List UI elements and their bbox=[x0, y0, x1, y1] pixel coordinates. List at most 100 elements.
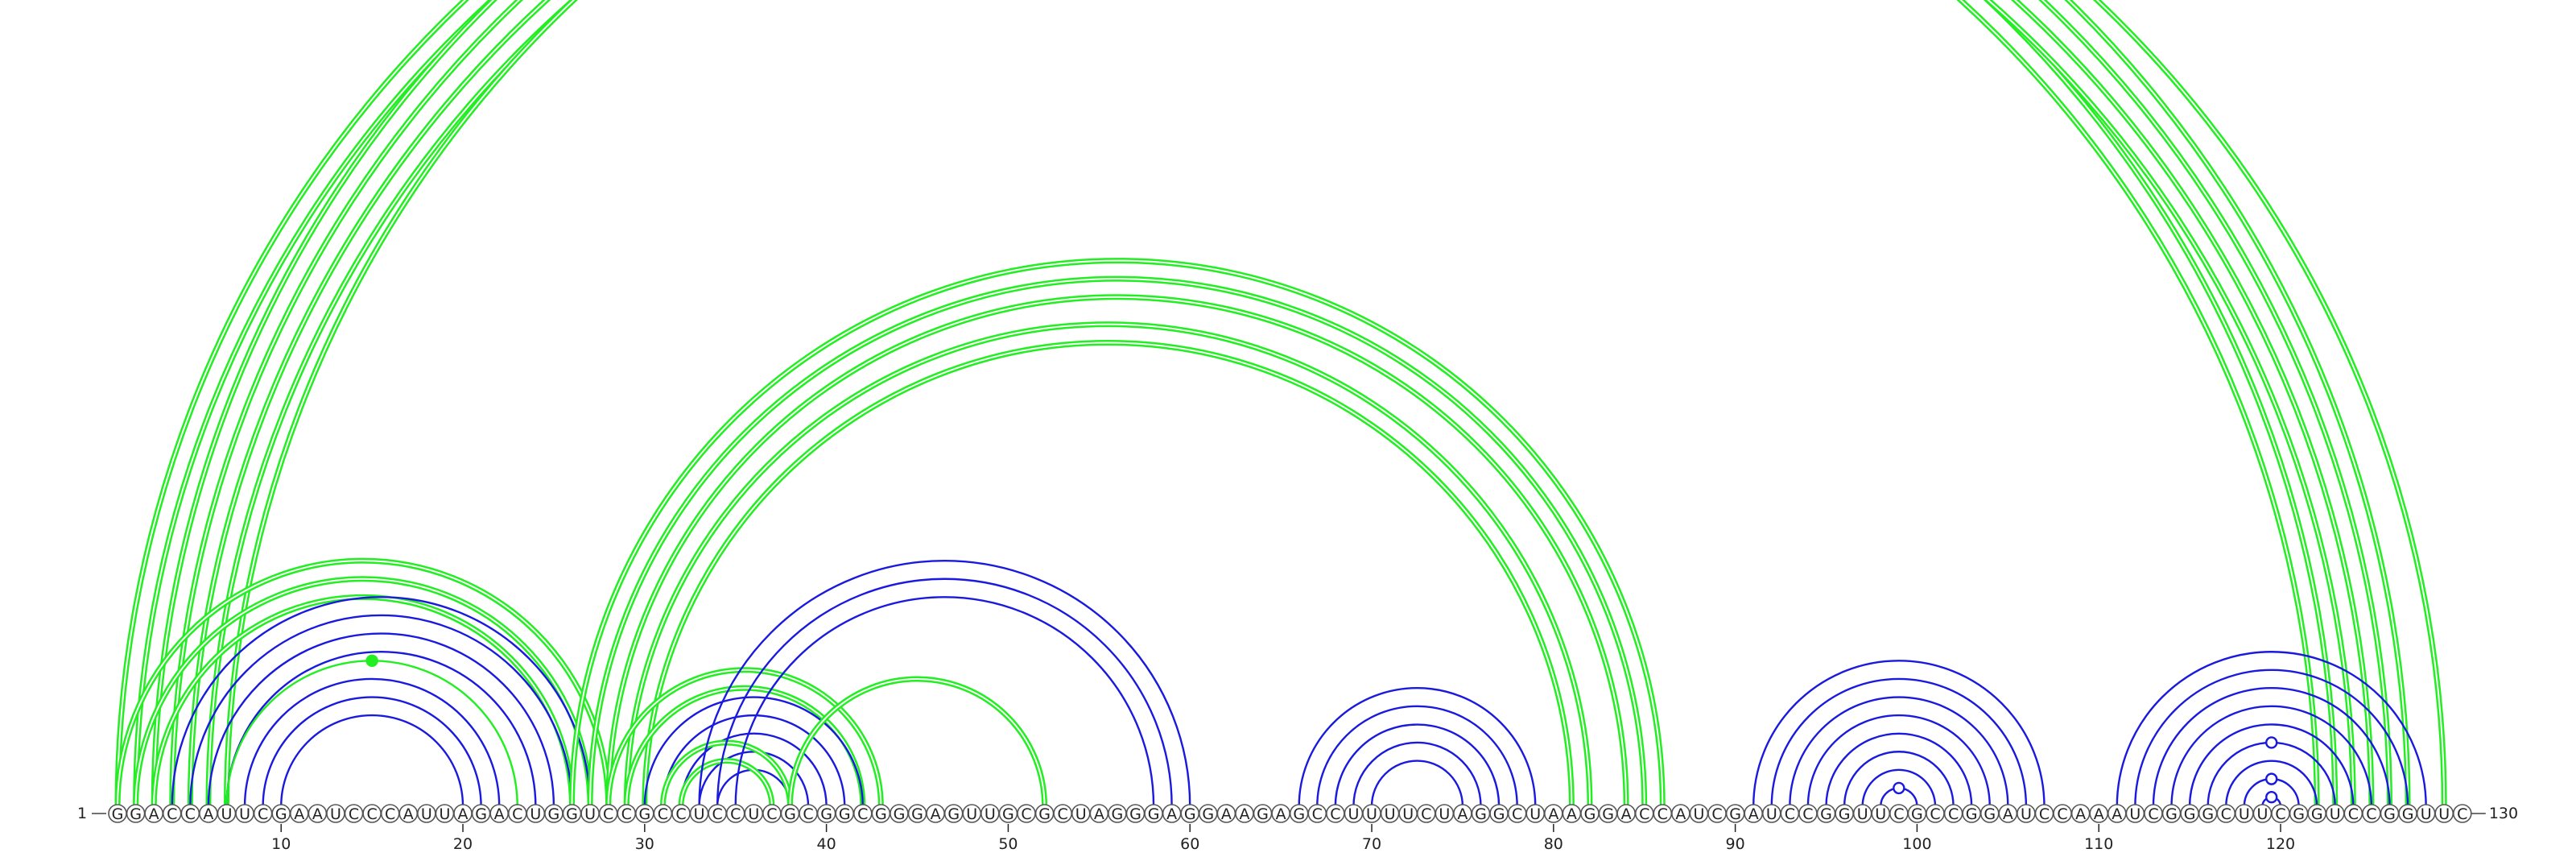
nucleotide-104: G bbox=[1979, 804, 2000, 823]
base-pair-arc-gap-29-42 bbox=[625, 687, 864, 807]
nucleotide-89: C bbox=[1707, 804, 1727, 823]
nucleotide-60: G bbox=[1180, 804, 1200, 823]
base-pair-arc-2-27 bbox=[133, 576, 593, 807]
nucleotide-letter-123: U bbox=[2330, 805, 2341, 823]
nucleotide-108: C bbox=[2053, 804, 2072, 823]
nucleotide-letter-99: C bbox=[1893, 805, 1904, 823]
nucleotide-97: U bbox=[1852, 804, 1872, 823]
nucleotide-130: C bbox=[2453, 804, 2472, 823]
nucleotide-letter-8: U bbox=[239, 805, 250, 823]
ticks-layer: 10 20 30 40 50 60 70 80 90 100 110 120 bbox=[271, 824, 2295, 853]
nucleotide-107: C bbox=[2034, 804, 2054, 823]
nucleotide-35: C bbox=[725, 804, 745, 823]
nucleotide-letter-20: A bbox=[458, 805, 469, 823]
base-pair-arc-gap-6-124 bbox=[207, 0, 2355, 807]
arc-marker-119-120 bbox=[2265, 791, 2278, 804]
nucleotide-letter-89: C bbox=[1711, 805, 1722, 823]
nucleotide-letter-24: U bbox=[530, 805, 541, 823]
nucleotide-78: C bbox=[1507, 804, 1527, 823]
nucleotide-94: C bbox=[1798, 804, 1818, 823]
nucleotide-106: U bbox=[2017, 804, 2036, 823]
nucleotide-letter-108: C bbox=[2057, 805, 2067, 823]
nucleotide-letter-60: G bbox=[1184, 805, 1196, 823]
backbone-layer: 1 130 bbox=[77, 805, 2518, 822]
base-pair-arc-gap-32-37 bbox=[679, 760, 773, 807]
base-pair-arc-gap-4-126 bbox=[171, 0, 2391, 807]
nucleotide-letter-45: G bbox=[911, 805, 923, 823]
nucleotide-letter-1: G bbox=[112, 805, 124, 823]
nucleotide-letter-55: A bbox=[1094, 805, 1104, 823]
nucleotide-11: A bbox=[289, 804, 309, 823]
nucleotide-letter-97: U bbox=[1857, 805, 1868, 823]
nucleotide-102: C bbox=[1943, 804, 1963, 823]
base-pair-arc-gap-3-26 bbox=[153, 596, 573, 807]
nucleotide-45: G bbox=[907, 804, 927, 823]
nucleotide-letter-83: G bbox=[1602, 805, 1614, 823]
base-pair-arc-92-106 bbox=[1770, 677, 2028, 807]
nucleotide-letter-127: G bbox=[2402, 805, 2414, 823]
base-pair-arc-1-123 bbox=[114, 0, 2339, 807]
nucleotide-18: U bbox=[417, 804, 436, 823]
nucleotide-23: C bbox=[507, 804, 527, 823]
nucleotide-letter-94: C bbox=[1802, 805, 1813, 823]
base-pair-arc-gap-3-127 bbox=[153, 0, 2409, 807]
nucleotide-98: U bbox=[1871, 804, 1891, 823]
nucleotide-letter-112: U bbox=[2129, 805, 2140, 823]
nucleotide-43: G bbox=[871, 804, 891, 823]
nucleotide-38: G bbox=[780, 804, 800, 823]
nucleotide-2: G bbox=[126, 804, 146, 823]
arc-marker-118-121 bbox=[2265, 772, 2278, 785]
markers-layer bbox=[365, 654, 2278, 804]
base-pair-arc-8-22 bbox=[243, 677, 501, 807]
nucleotide-letter-65: A bbox=[1276, 805, 1286, 823]
nucleotide-61: G bbox=[1199, 804, 1218, 823]
nucleotide-82: G bbox=[1580, 804, 1600, 823]
nucleotide-letter-79: U bbox=[1530, 805, 1541, 823]
nucleotide-letter-10: G bbox=[275, 805, 287, 823]
nucleotide-63: A bbox=[1235, 804, 1254, 823]
nucleotide-letter-115: G bbox=[2184, 805, 2196, 823]
base-pair-arc-94-104 bbox=[1806, 714, 1991, 807]
nucleotide-letter-126: G bbox=[2384, 805, 2396, 823]
base-pair-arc-5-26 bbox=[189, 614, 573, 807]
base-pair-arc-28-84 bbox=[605, 294, 1629, 807]
base-pair-arc-111-128 bbox=[2116, 650, 2427, 807]
end-label: 130 bbox=[2489, 805, 2518, 822]
nucleotide-21: G bbox=[471, 804, 491, 823]
nucleotide-letter-58: G bbox=[1148, 805, 1160, 823]
base-pair-arc-10-20 bbox=[280, 714, 464, 807]
nucleotide-55: A bbox=[1089, 804, 1109, 823]
nucleotide-letter-29: C bbox=[621, 805, 632, 823]
nucleotide-letter-61: G bbox=[1202, 805, 1214, 823]
nucleotide-27: U bbox=[580, 804, 600, 823]
nucleotide-31: C bbox=[653, 804, 673, 823]
nucleotide-25: G bbox=[544, 804, 564, 823]
nucleotide-letter-102: C bbox=[1948, 805, 1959, 823]
base-pair-arc-gap-30-81 bbox=[643, 342, 1573, 807]
nucleotide-letter-116: G bbox=[2202, 805, 2214, 823]
nucleotide-127: G bbox=[2398, 804, 2417, 823]
nucleotide-4: C bbox=[162, 804, 182, 823]
nucleotide-114: G bbox=[2161, 804, 2182, 823]
nucleotide-letter-93: C bbox=[1785, 805, 1795, 823]
tick-label-20: 20 bbox=[453, 835, 473, 853]
nucleotide-10: G bbox=[271, 804, 291, 823]
nucleotide-12: A bbox=[308, 804, 328, 823]
base-pair-arc-33-39 bbox=[698, 751, 810, 807]
nucleotide-58: G bbox=[1144, 804, 1163, 823]
nucleotide-9: C bbox=[253, 804, 273, 823]
nucleotide-67: C bbox=[1307, 804, 1327, 823]
nucleotide-letter-37: C bbox=[766, 805, 777, 823]
nucleotide-letter-7: U bbox=[221, 805, 233, 823]
nucleotide-121: G bbox=[2289, 804, 2309, 823]
nucleotide-letter-21: G bbox=[475, 805, 487, 823]
nucleotide-26: G bbox=[562, 804, 582, 823]
nucleotide-54: U bbox=[1071, 804, 1091, 823]
base-pair-arc-30-81 bbox=[642, 339, 1575, 807]
nucleotide-letter-2: G bbox=[130, 805, 142, 823]
nucleotide-letter-22: A bbox=[494, 805, 505, 823]
nucleotide-letter-64: G bbox=[1257, 805, 1269, 823]
nucleotide-letter-90: G bbox=[1729, 805, 1741, 823]
nucleotide-letter-13: U bbox=[330, 805, 341, 823]
nucleotide-48: U bbox=[962, 804, 982, 823]
